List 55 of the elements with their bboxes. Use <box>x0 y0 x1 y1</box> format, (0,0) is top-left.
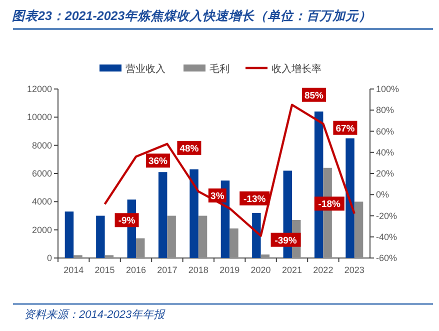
bar <box>96 216 105 258</box>
y2-tick-label: 20% <box>376 168 394 178</box>
x-tick-label: 2014 <box>64 265 84 275</box>
x-tick-label: 2018 <box>188 265 208 275</box>
bar <box>74 255 82 258</box>
bar <box>158 172 168 258</box>
bar <box>354 202 364 258</box>
legend-label: 毛利 <box>210 63 230 75</box>
bar <box>104 255 114 258</box>
y-tick-label: 4000 <box>32 196 52 207</box>
data-label: -13% <box>244 194 266 205</box>
chart-title: 图表23：2021-2023年炼焦煤收入快速增长（单位：百万加元） <box>12 9 372 23</box>
legend-label: 收入增长率 <box>272 63 322 75</box>
y2-tick-label: 80% <box>376 105 394 116</box>
y-tick-label: 10000 <box>26 112 52 122</box>
data-label: 85% <box>304 90 324 102</box>
data-label: -39% <box>274 235 298 246</box>
y-tick-label: 12000 <box>26 84 52 94</box>
legend-label: 营业收入 <box>126 63 166 75</box>
x-tick-label: 2021 <box>282 265 302 275</box>
data-label: 48% <box>180 143 200 154</box>
x-tick-label: 2019 <box>220 265 240 275</box>
bar <box>260 254 270 258</box>
data-label: 67% <box>336 123 356 134</box>
data-label: -9% <box>118 216 136 227</box>
y2-tick-label: 40% <box>376 147 394 158</box>
bar <box>198 216 208 258</box>
text: 资料来源：2014-2023年年报 <box>24 308 166 321</box>
y2-tick-label: 60% <box>376 126 394 136</box>
x-tick-label: 2023 <box>344 265 364 275</box>
x-tick-label: 2022 <box>313 265 334 275</box>
y-tick-label: 0 <box>46 253 52 263</box>
x-tick-label: 2016 <box>126 265 146 275</box>
x-tick-label: 2015 <box>94 265 115 275</box>
y2-tick-label: 0% <box>376 190 390 200</box>
y2-tick-label: 100% <box>376 84 400 94</box>
bar <box>252 212 261 258</box>
y-tick-label: 2000 <box>32 224 52 235</box>
y-tick-label: 6000 <box>32 168 52 178</box>
bar <box>346 138 354 258</box>
data-label: 36% <box>148 156 168 168</box>
data-label: -18% <box>318 199 342 210</box>
bar <box>230 228 238 258</box>
y2-tick-label: -20% <box>376 210 398 221</box>
bar <box>190 169 198 258</box>
data-label: 3% <box>210 190 225 202</box>
bar <box>167 216 176 258</box>
line-series <box>104 104 356 237</box>
bar <box>136 238 145 258</box>
x-tick-label: 2017 <box>157 265 178 275</box>
y2-tick-label: -60% <box>376 253 398 263</box>
x-tick-label: 2020 <box>250 265 271 275</box>
y2-tick-label: -40% <box>376 232 398 242</box>
bar <box>64 212 74 258</box>
y-tick-label: 8000 <box>32 140 52 150</box>
